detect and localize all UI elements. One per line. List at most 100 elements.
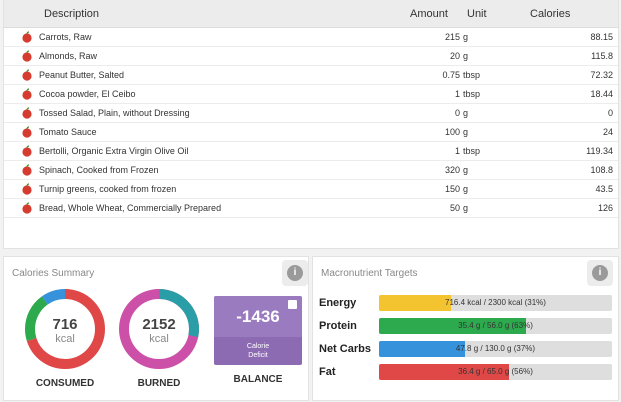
food-calories: 43.5 bbox=[595, 184, 613, 194]
macro-progress-fill bbox=[379, 341, 466, 357]
food-diary-table: Description Amount Unit Calories Carrots… bbox=[3, 0, 619, 249]
apple-icon bbox=[22, 202, 32, 214]
table-header: Description Amount Unit Calories bbox=[4, 0, 618, 28]
macro-label: Energy bbox=[319, 297, 357, 309]
food-unit[interactable]: tbsp bbox=[463, 146, 481, 156]
macro-progress-bar: 716.4 kcal / 2300 kcal (31%) bbox=[379, 295, 612, 311]
macro-progress-text: 36.4 g / 65.0 g (56%) bbox=[458, 367, 533, 376]
food-description[interactable]: Cocoa powder, El Ceibo bbox=[39, 89, 136, 99]
food-unit[interactable]: g bbox=[463, 108, 469, 118]
food-calories: 18.44 bbox=[590, 89, 613, 99]
food-unit[interactable]: g bbox=[463, 203, 469, 213]
macros-title: Macronutrient Targets bbox=[321, 268, 418, 279]
food-amount[interactable]: 320 bbox=[444, 165, 460, 175]
food-description[interactable]: Tossed Salad, Plain, without Dressing bbox=[39, 108, 190, 118]
food-description[interactable]: Bertolli, Organic Extra Virgin Olive Oil bbox=[39, 146, 189, 156]
food-calories: 126 bbox=[597, 203, 613, 213]
food-amount[interactable]: 1 bbox=[454, 146, 460, 156]
food-description[interactable]: Turnip greens, cooked from frozen bbox=[39, 184, 177, 194]
macros-info-button[interactable]: i bbox=[587, 260, 613, 286]
food-calories: 72.32 bbox=[590, 70, 613, 80]
macro-progress-text: 716.4 kcal / 2300 kcal (31%) bbox=[445, 298, 546, 307]
food-calories: 24 bbox=[602, 127, 613, 137]
apple-icon bbox=[22, 107, 32, 119]
food-unit[interactable]: g bbox=[463, 165, 469, 175]
food-description[interactable]: Peanut Butter, Salted bbox=[39, 70, 125, 80]
table-row[interactable]: Peanut Butter, Salted 0.75 tbsp 72.32 bbox=[4, 66, 618, 85]
food-calories: 88.15 bbox=[590, 32, 613, 42]
summary-info-button[interactable]: i bbox=[282, 260, 308, 286]
apple-icon bbox=[22, 164, 32, 176]
table-row[interactable]: Spinach, Cooked from Frozen 320 g 108.8 bbox=[4, 161, 618, 180]
food-unit[interactable]: g bbox=[463, 184, 469, 194]
macro-progress-fill bbox=[379, 364, 510, 380]
food-unit[interactable]: tbsp bbox=[463, 70, 481, 80]
table-row[interactable]: Cocoa powder, El Ceibo 1 tbsp 18.44 bbox=[4, 85, 618, 104]
apple-icon bbox=[22, 145, 32, 157]
burned-ring-segment bbox=[119, 289, 199, 369]
food-amount[interactable]: 150 bbox=[444, 184, 460, 194]
food-calories: 115.8 bbox=[591, 51, 613, 61]
consumed-caption: CONSUMED bbox=[35, 378, 95, 389]
burned-value: 2152 bbox=[142, 316, 176, 333]
consumed-ring-segment bbox=[25, 289, 105, 369]
col-calories[interactable]: Calories bbox=[530, 8, 571, 20]
food-amount[interactable]: 50 bbox=[449, 203, 460, 213]
calories-summary-panel: Calories Summary i 716 kcal CONSUMED 215… bbox=[3, 256, 309, 401]
macro-progress-bar: 35.4 g / 56.0 g (63%) bbox=[379, 318, 612, 334]
macro-label: Net Carbs bbox=[319, 343, 371, 355]
table-row[interactable]: Bread, Whole Wheat, Commercially Prepare… bbox=[4, 199, 618, 218]
summary-title: Calories Summary bbox=[12, 268, 95, 279]
balance-label: Calorie Deficit bbox=[214, 342, 302, 360]
food-calories: 108.8 bbox=[590, 165, 613, 175]
macro-progress-fill bbox=[379, 295, 452, 311]
macro-progress-bar: 36.4 g / 65.0 g (56%) bbox=[379, 364, 612, 380]
food-unit[interactable]: g bbox=[463, 32, 469, 42]
food-description[interactable]: Bread, Whole Wheat, Commercially Prepare… bbox=[39, 203, 222, 213]
table-row[interactable]: Turnip greens, cooked from frozen 150 g 43.… bbox=[4, 180, 618, 199]
burned-donut bbox=[119, 289, 199, 369]
food-description[interactable]: Almonds, Raw bbox=[39, 51, 98, 61]
info-icon: i bbox=[592, 265, 608, 281]
macro-progress-text: 35.4 g / 56.0 g (63%) bbox=[458, 321, 533, 330]
col-amount[interactable]: Amount bbox=[410, 8, 448, 20]
food-unit[interactable]: tbsp bbox=[463, 89, 481, 99]
food-amount[interactable]: 1 bbox=[454, 89, 460, 99]
table-row[interactable]: Almonds, Raw 20 g 115.8 bbox=[4, 47, 618, 66]
food-calories: 119.34 bbox=[586, 146, 613, 156]
table-row[interactable]: Bertolli, Organic Extra Virgin Olive Oil… bbox=[4, 142, 618, 161]
consumed-unit: kcal bbox=[55, 333, 75, 345]
macro-label: Fat bbox=[319, 366, 336, 378]
food-unit[interactable]: g bbox=[463, 51, 469, 61]
burned-unit: kcal bbox=[149, 333, 169, 345]
food-amount[interactable]: 215 bbox=[444, 32, 460, 42]
table-row[interactable]: Tomato Sauce 100 g 24 bbox=[4, 123, 618, 142]
food-amount[interactable]: 0 bbox=[454, 108, 460, 118]
food-calories: 0 bbox=[607, 108, 613, 118]
food-amount[interactable]: 20 bbox=[449, 51, 460, 61]
consumed-ring-segment bbox=[25, 289, 105, 369]
balance-value: -1436 bbox=[236, 307, 280, 326]
burned-caption: BURNED bbox=[137, 378, 181, 389]
balance-card-top bbox=[214, 296, 302, 337]
food-unit[interactable]: g bbox=[463, 127, 469, 137]
col-unit[interactable]: Unit bbox=[467, 8, 487, 20]
food-description[interactable]: Spinach, Cooked from Frozen bbox=[39, 165, 159, 175]
table-row[interactable]: Tossed Salad, Plain, without Dressing 0 g 0 bbox=[4, 104, 618, 123]
consumed-value: 716 bbox=[52, 316, 78, 333]
apple-icon bbox=[22, 50, 32, 62]
macro-label: Protein bbox=[319, 320, 357, 332]
macro-progress-fill bbox=[379, 318, 526, 334]
macronutrient-targets-panel: Macronutrient Targets i Energy 716.4 kcal… bbox=[312, 256, 619, 401]
balance-caption: BALANCE bbox=[233, 374, 283, 385]
apple-icon bbox=[22, 69, 32, 81]
apple-icon bbox=[22, 88, 32, 100]
food-description[interactable]: Tomato Sauce bbox=[39, 127, 97, 137]
col-description[interactable]: Description bbox=[44, 8, 100, 20]
macro-progress-text: 47.8 g / 130.0 g (37%) bbox=[455, 344, 536, 353]
food-amount[interactable]: 100 bbox=[444, 127, 460, 137]
balance-label-line1: Calorie bbox=[246, 343, 270, 350]
food-amount[interactable]: 0.75 bbox=[442, 70, 460, 80]
food-description[interactable]: Carrots, Raw bbox=[39, 32, 92, 42]
table-row[interactable]: Carrots, Raw 215 g 88.15 bbox=[4, 28, 618, 47]
